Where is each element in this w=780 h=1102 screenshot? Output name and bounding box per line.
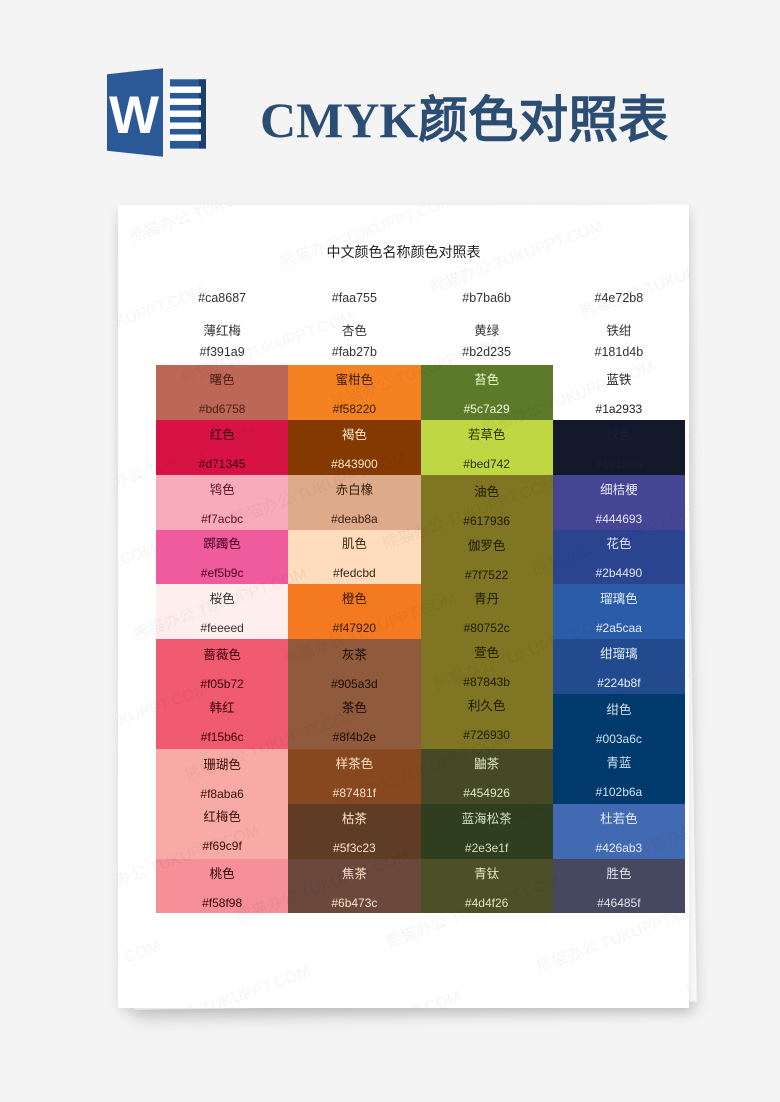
svg-text:W: W [109,86,159,145]
